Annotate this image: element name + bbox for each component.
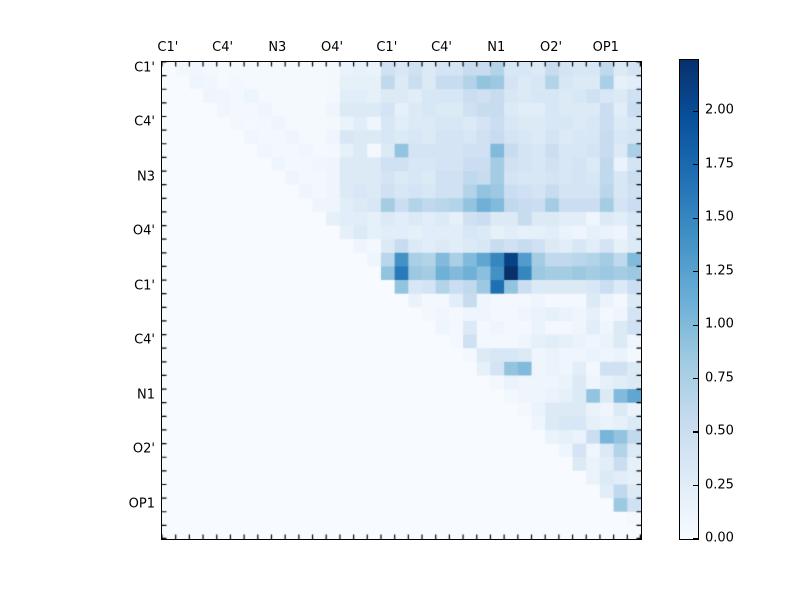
colorbar [679,59,699,540]
y-tick-label: OP1 [128,496,155,512]
x-tick-label: C1' [157,40,179,55]
colorbar-tick-mark [693,110,698,113]
colorbar-tick-mark [693,378,698,380]
y-tick-label: C1' [134,60,155,76]
colorbar-tick-label: 1.25 [705,263,734,279]
colorbar-tick-label: 1.00 [705,316,734,332]
y-tick-label: N1 [137,387,155,403]
x-tick-label: OP1 [592,40,619,55]
colorbar-tick-mark [693,538,698,540]
colorbar-tick-mark [693,164,698,166]
colorbar-tick-label: 1.50 [705,209,734,225]
heatmap-canvas [162,62,641,539]
y-tick-label: O2' [132,441,155,457]
x-tick-label: C4' [431,40,453,55]
colorbar-tick-label: 0.25 [705,477,734,493]
colorbar-tick-mark [693,271,698,273]
y-tick-label: C1' [134,278,155,294]
y-tick-label: C4' [134,114,155,130]
x-tick-label: O4' [321,40,344,55]
colorbar-tick-label: 0.00 [705,530,734,546]
colorbar-tick-label: 2.00 [705,102,734,118]
colorbar-tick-mark [693,431,698,433]
colorbar-tick-label: 1.75 [705,156,734,172]
colorbar-tick-labels: 0.00 0.25 0.50 0.75 1.00 1.25 1.50 1.75 2.00 [705,59,795,546]
x-axis-labels: C1' C4' N3 O4' C1' C4' N1 O2' OP1 [0,40,800,56]
x-tick-label: O2' [539,40,563,55]
colorbar-tick-label: 0.50 [705,423,734,439]
y-tick-label: O4' [132,223,155,239]
colorbar-tick-mark [693,484,698,487]
x-tick-label: C1' [376,40,398,55]
y-tick-label: C4' [134,332,155,348]
y-axis-labels: C1' C4' N3 O4' C1' C4' N1 O2' OP1 [0,0,155,600]
x-tick-label: N1 [487,40,506,55]
colorbar-tick-label: 0.75 [705,370,734,386]
y-tick-label: N3 [137,169,155,185]
x-tick-label: N3 [268,40,287,55]
x-tick-label: C4' [212,40,234,55]
colorbar-tick-mark [693,217,698,219]
heatmap-axes [161,61,642,540]
colorbar-tick-mark [693,324,698,326]
